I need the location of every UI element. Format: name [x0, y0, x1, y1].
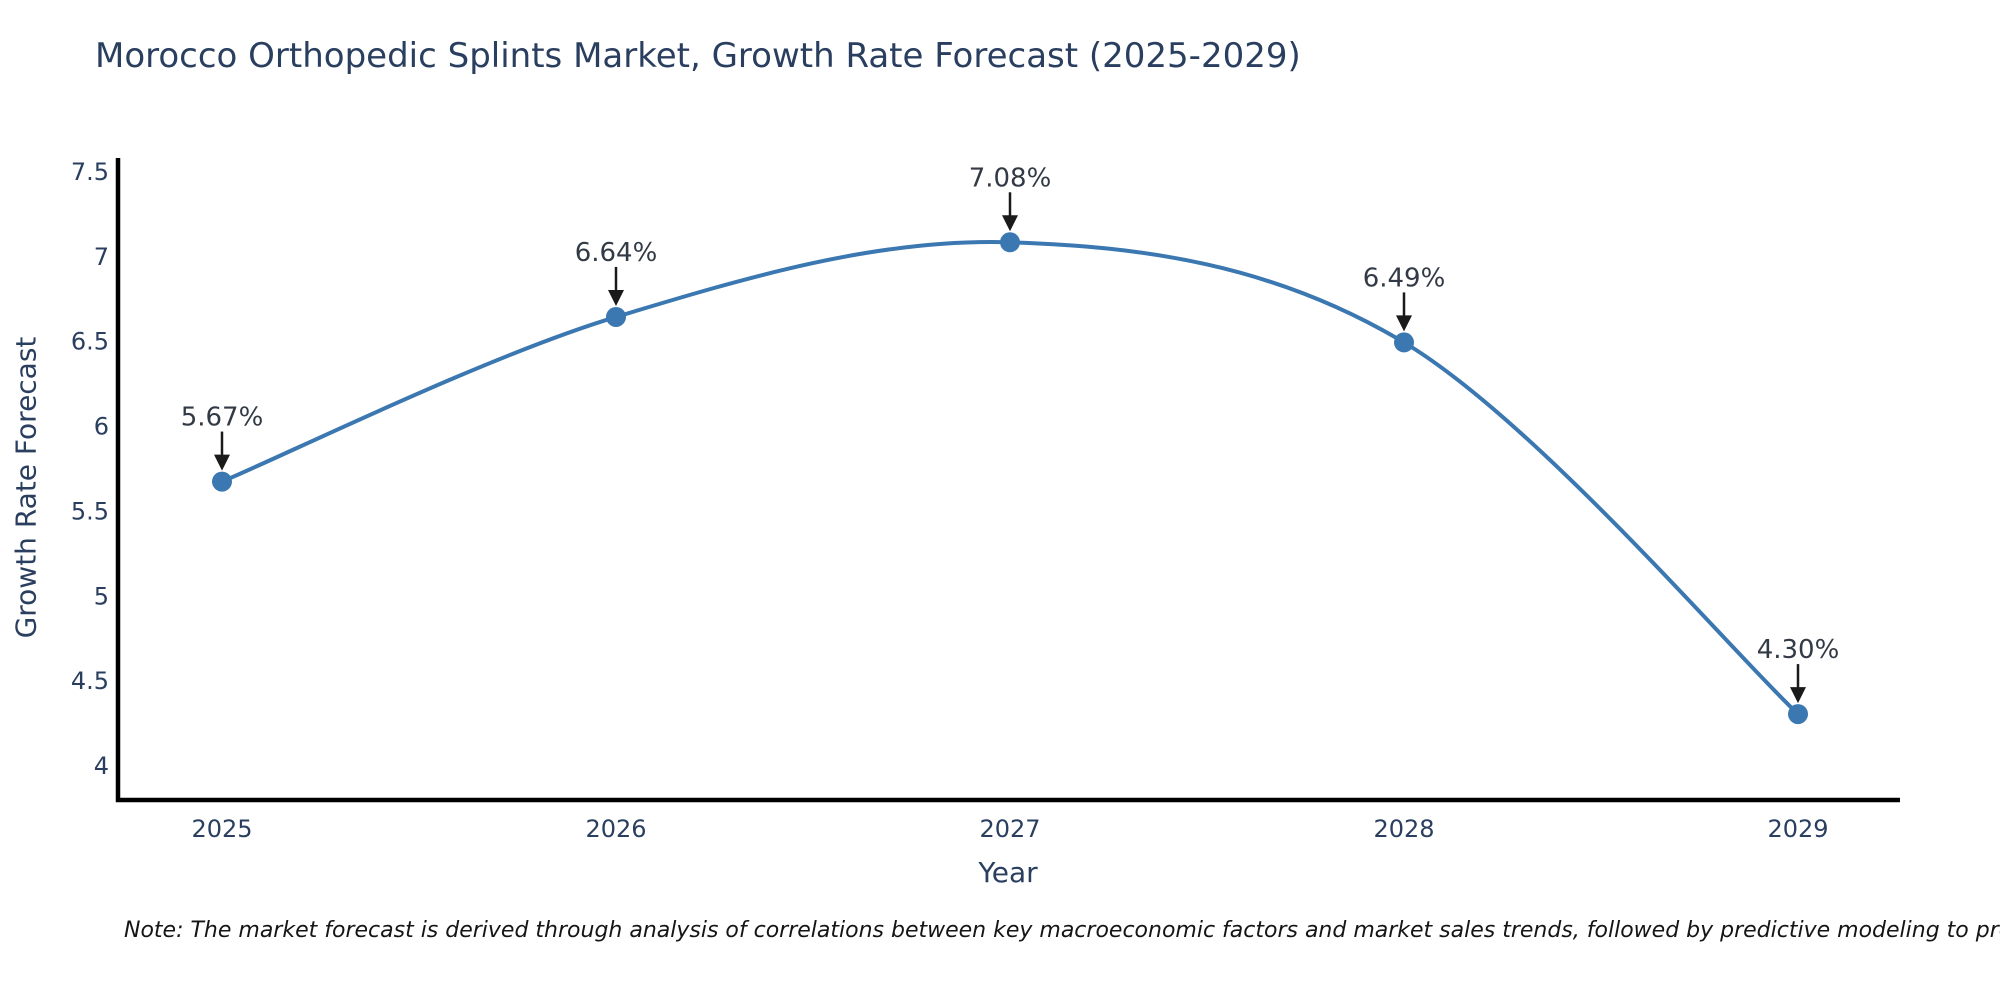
- y-tick-label: 5: [94, 582, 109, 610]
- y-tick-label: 4.5: [71, 667, 109, 695]
- x-tick-label: 2027: [979, 815, 1040, 843]
- axis-lines: [115, 158, 1900, 803]
- footnote-text: Note: The market forecast is derived thr…: [124, 918, 2000, 943]
- chart-title: Morocco Orthopedic Splints Market, Growt…: [95, 36, 1301, 76]
- annotation-arrow-head: [1396, 315, 1412, 332]
- y-axis-title: Growth Rate Forecast: [9, 336, 43, 639]
- data-point-marker: [1394, 332, 1414, 353]
- annotation-arrow-head: [1002, 215, 1018, 232]
- annotation-arrow-head: [608, 289, 624, 306]
- x-tick-label: 2025: [191, 815, 252, 843]
- x-tick-label: 2029: [1767, 815, 1828, 843]
- point-annotation-label: 6.64%: [575, 238, 658, 268]
- point-annotation-label: 5.67%: [181, 403, 264, 433]
- point-annotation-label: 4.30%: [1757, 635, 1840, 665]
- point-annotation-label: 7.08%: [969, 163, 1052, 193]
- y-tick-label: 7: [94, 243, 109, 271]
- annotation-arrow-head: [1790, 687, 1806, 704]
- y-tick-label: 4: [94, 752, 109, 780]
- x-tick-label: 2026: [585, 815, 646, 843]
- data-point-marker: [606, 306, 626, 327]
- data-point-marker: [1788, 704, 1808, 725]
- annotation-arrow-head: [214, 454, 230, 471]
- point-annotation-label: 6.49%: [1363, 263, 1446, 293]
- x-axis-title: Year: [978, 856, 1038, 889]
- y-tick-label: 6.5: [71, 328, 109, 356]
- x-tick-label: 2028: [1373, 815, 1434, 843]
- y-tick-label: 5.5: [71, 497, 109, 525]
- y-tick-label: 7.5: [71, 158, 109, 186]
- y-tick-label: 6: [94, 413, 109, 441]
- data-point-marker: [1000, 232, 1020, 253]
- data-point-marker: [212, 471, 232, 492]
- line-series: [220, 239, 1800, 717]
